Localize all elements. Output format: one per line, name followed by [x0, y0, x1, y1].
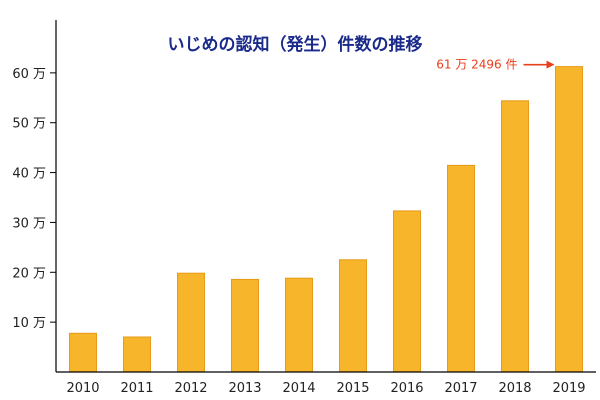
y-tick-label: 10 万: [12, 316, 46, 331]
bar-2019: [555, 66, 583, 373]
bars-group: [69, 66, 583, 373]
x-tick-label: 2014: [282, 381, 315, 396]
x-tick-label: 2012: [174, 381, 207, 396]
bar-2018: [501, 100, 529, 373]
x-axis-ticks: 2010 2011 2012 2013 2014 2015 2016 2017 2018 2019: [66, 381, 585, 396]
x-tick-label: 2019: [552, 381, 585, 396]
bar-2011: [123, 336, 151, 373]
y-axis-ticks: 10 万 20 万 30 万 40 万 50 万 60 万: [12, 67, 56, 331]
bar-2010: [69, 332, 97, 373]
bar-2014: [285, 277, 313, 373]
bar-2017: [447, 164, 475, 373]
y-tick-label: 20 万: [12, 266, 46, 281]
bar-2016: [393, 210, 421, 373]
y-tick-label: 40 万: [12, 167, 46, 182]
x-tick-label: 2011: [120, 381, 153, 396]
x-tick-label: 2017: [444, 381, 477, 396]
bar-2015: [339, 259, 367, 373]
y-tick-label: 30 万: [12, 216, 46, 231]
annotation-group: 61 万 2496 件: [436, 58, 555, 72]
x-tick-label: 2010: [66, 381, 99, 396]
bar-2012: [177, 272, 205, 373]
bar-2013: [231, 278, 259, 373]
x-tick-label: 2016: [390, 381, 423, 396]
annotation-label: 61 万 2496 件: [436, 58, 517, 72]
x-tick-label: 2018: [498, 381, 531, 396]
chart-title: いじめの認知（発生）件数の推移: [168, 34, 423, 55]
x-tick-label: 2013: [228, 381, 261, 396]
x-tick-label: 2015: [336, 381, 369, 396]
y-tick-label: 60 万: [12, 67, 46, 82]
y-tick-label: 50 万: [12, 117, 46, 132]
